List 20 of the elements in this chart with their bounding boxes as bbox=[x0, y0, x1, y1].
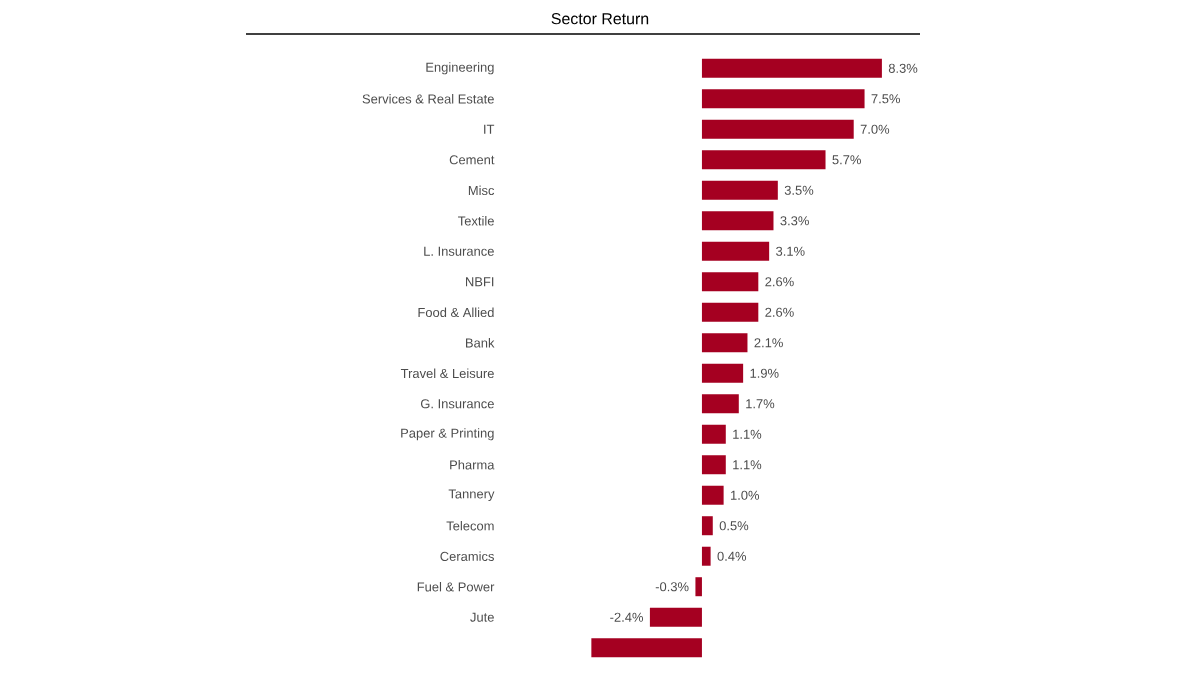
bar bbox=[701, 424, 726, 444]
bar bbox=[701, 272, 759, 292]
bar bbox=[701, 363, 744, 383]
bar bbox=[701, 333, 748, 353]
bar bbox=[701, 516, 713, 536]
bar bbox=[701, 241, 770, 261]
bar bbox=[701, 394, 739, 414]
bar bbox=[649, 607, 702, 627]
bar bbox=[701, 58, 882, 78]
bar bbox=[591, 638, 702, 658]
bar bbox=[701, 485, 724, 505]
bar bbox=[701, 180, 778, 200]
bar bbox=[701, 89, 865, 109]
bar bbox=[701, 546, 711, 566]
bar bbox=[701, 150, 826, 170]
bar bbox=[695, 577, 702, 597]
bar bbox=[701, 211, 774, 231]
bar bbox=[701, 302, 759, 322]
bar bbox=[701, 455, 726, 475]
bar bbox=[701, 119, 854, 139]
